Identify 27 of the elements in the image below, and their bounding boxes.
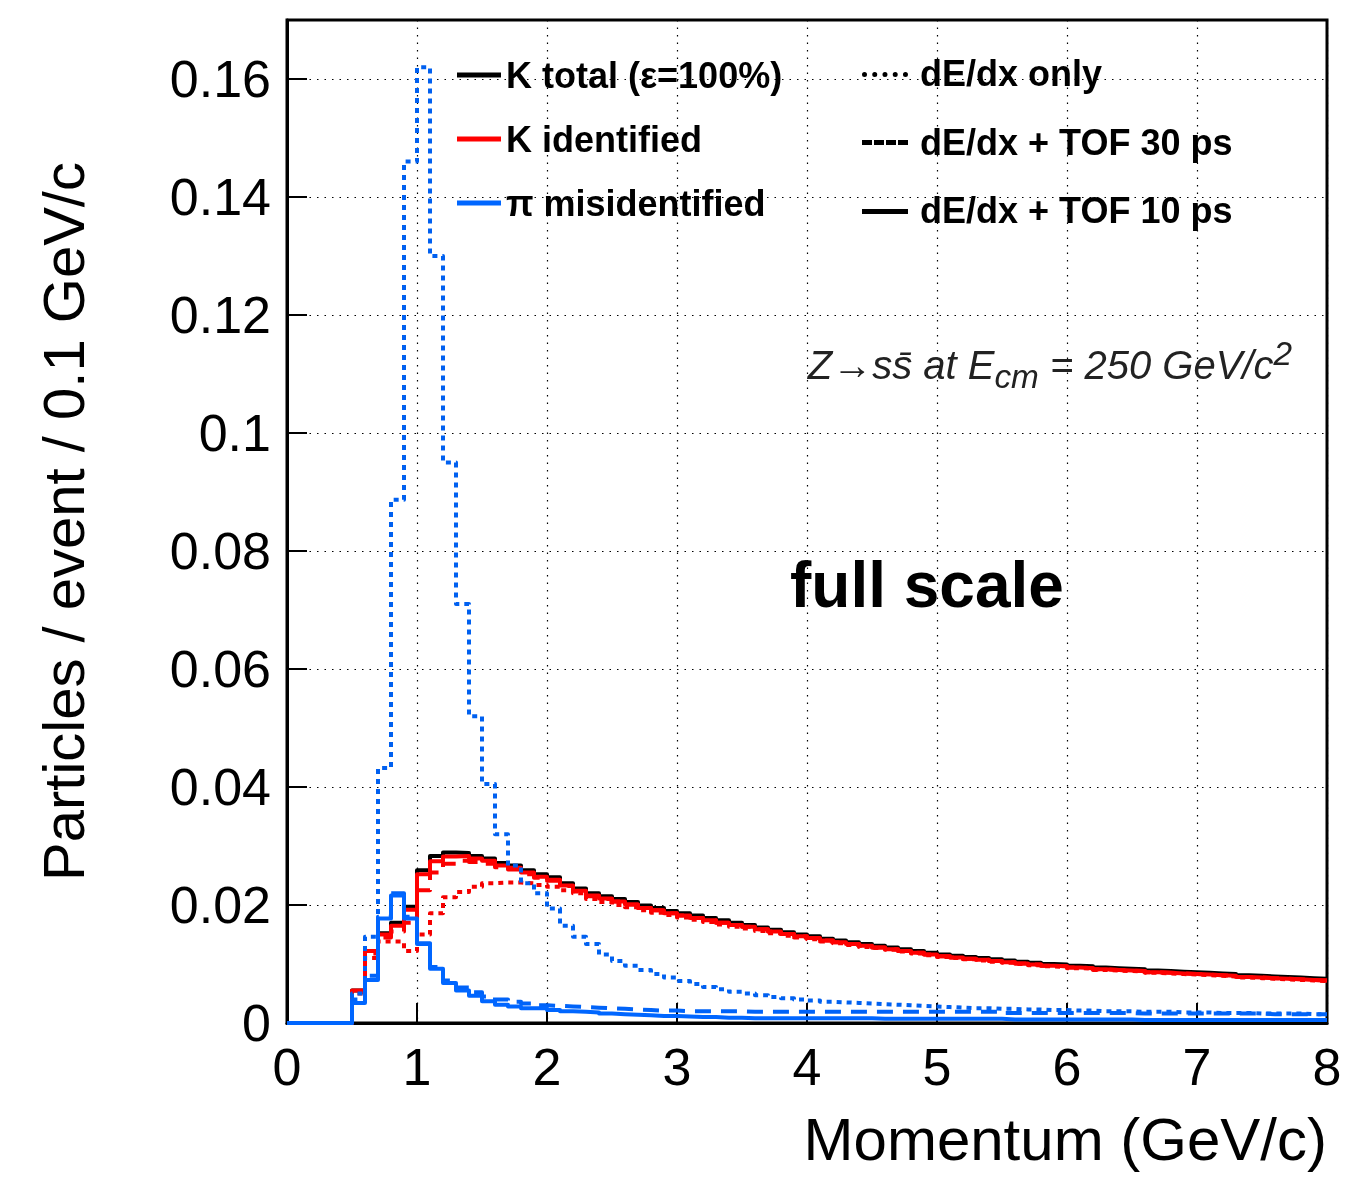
x-tick-label: 6 [1052, 1038, 1082, 1096]
y-axis-title: Particles / event / 0.1 GeV/c [30, 162, 96, 881]
y-tick-label: 0.06 [169, 640, 271, 698]
x-tick-label: 4 [792, 1038, 822, 1096]
legend-label: π misidentified [506, 182, 766, 224]
x-tick-label: 2 [532, 1038, 562, 1096]
x-tick-label: 3 [662, 1038, 692, 1096]
annotation: dE/dx only [920, 53, 1103, 95]
legend-label: K identified [506, 118, 702, 160]
y-tick-label: 0.1 [198, 404, 271, 462]
legend-label: K total (ε=100%) [506, 54, 783, 96]
y-tick-label: 0.04 [169, 758, 271, 816]
annotation: dE/dx + TOF 10 ps [920, 190, 1233, 232]
y-tick-label: 0.16 [169, 50, 271, 108]
x-axis-title: Momentum (GeV/c) [803, 1105, 1327, 1173]
y-tick-label: 0.14 [169, 168, 271, 226]
x-tick-label: 5 [922, 1038, 952, 1096]
y-tick-label: 0.08 [169, 522, 271, 580]
annotation: full scale [790, 548, 1064, 622]
annotation: Z→ss̄ at E$_{cm}$ = 250 GeV/c$^{2}$ [807, 335, 1292, 397]
annotation: dE/dx + TOF 30 ps [920, 121, 1233, 164]
x-tick-label: 1 [402, 1038, 432, 1096]
x-tick-label: 8 [1312, 1038, 1342, 1096]
y-tick-label: 0.12 [169, 286, 271, 344]
y-tick-label: 0.02 [169, 876, 271, 934]
x-tick-label: 7 [1182, 1038, 1212, 1096]
y-tick-label: 0 [242, 994, 271, 1052]
